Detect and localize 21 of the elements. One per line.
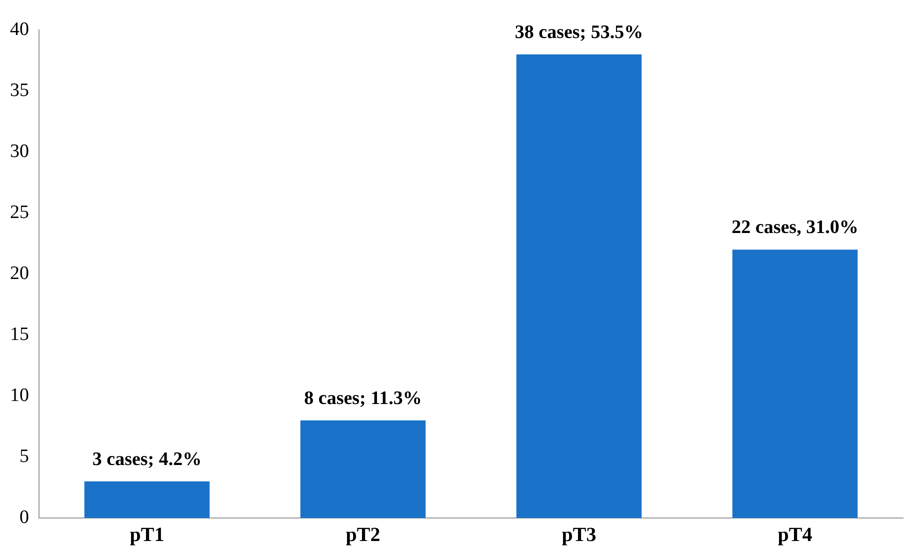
y-tick-label: 5 xyxy=(20,446,29,467)
x-tick-label: pT2 xyxy=(346,524,380,546)
bar xyxy=(84,481,210,518)
bar xyxy=(516,54,642,518)
data-label: 38 cases; 53.5% xyxy=(514,22,644,43)
y-tick-label: 10 xyxy=(10,384,29,406)
x-tick-label: pT4 xyxy=(778,524,812,546)
y-tick-label: 20 xyxy=(10,262,29,284)
x-tick-label: pT3 xyxy=(562,524,596,546)
y-tick-label: 35 xyxy=(10,80,29,101)
y-tick-label: 0 xyxy=(20,506,29,528)
y-tick-label: 15 xyxy=(10,324,29,345)
bar xyxy=(300,420,426,518)
y-tick-label: 25 xyxy=(10,202,29,223)
bar xyxy=(732,250,858,518)
data-label: 22 cases, 31.0% xyxy=(732,217,858,238)
data-label: 8 cases; 11.3% xyxy=(304,388,422,409)
y-tick-label: 30 xyxy=(10,140,29,162)
y-tick-label: 40 xyxy=(10,18,29,40)
data-label: 3 cases; 4.2% xyxy=(92,448,202,470)
x-tick-label: pT1 xyxy=(130,524,164,546)
